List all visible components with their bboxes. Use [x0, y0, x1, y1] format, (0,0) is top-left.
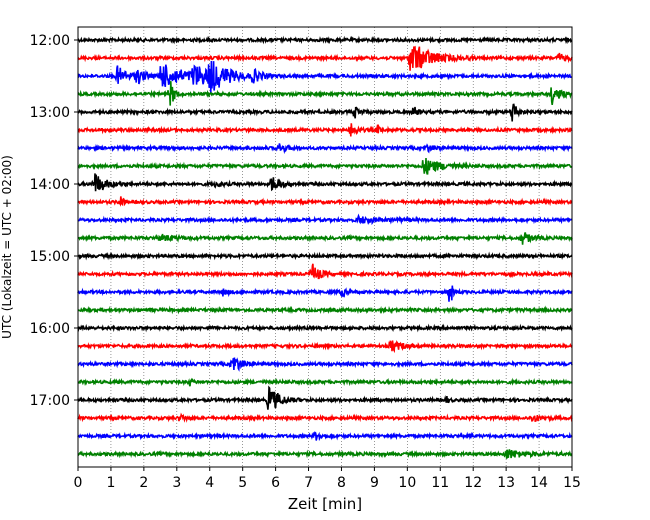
trace-14:30 — [77, 213, 573, 226]
y-tick-label: 17:00 — [30, 393, 70, 409]
seismogram-traces — [77, 35, 573, 459]
trace-12:00 — [77, 35, 573, 45]
x-tick-label: 11 — [431, 475, 449, 491]
trace-14:00 — [77, 173, 573, 192]
x-tick-label: 4 — [205, 475, 214, 491]
trace-17:00 — [77, 385, 573, 410]
x-tick-label: 9 — [370, 475, 379, 491]
x-tick-label: 10 — [398, 475, 416, 491]
x-axis-label: Zeit [min] — [288, 495, 362, 513]
x-tick-label: 8 — [337, 475, 346, 491]
y-tick-label: 13:00 — [30, 105, 70, 121]
x-tick-label: 5 — [238, 475, 247, 491]
trace-17:15 — [77, 412, 573, 423]
trace-13:30 — [77, 143, 573, 155]
trace-16:30 — [77, 357, 573, 372]
x-tick-label: 6 — [271, 475, 280, 491]
trace-12:30 — [77, 60, 573, 93]
vertical-grid — [110, 27, 540, 467]
trace-12:15 — [77, 45, 573, 71]
x-tick-label: 1 — [106, 475, 115, 491]
trace-16:00 — [77, 323, 573, 333]
x-tick-label: 13 — [497, 475, 515, 491]
trace-15:45 — [77, 305, 573, 315]
trace-16:15 — [77, 340, 573, 354]
trace-13:00 — [77, 103, 573, 122]
x-tick-label: 7 — [304, 475, 313, 491]
trace-15:00 — [77, 251, 573, 261]
x-tick-label: 14 — [530, 475, 548, 491]
trace-13:45 — [77, 157, 573, 175]
trace-16:45 — [77, 377, 573, 387]
y-tick-label: 12:00 — [30, 33, 70, 49]
x-tick-label: 12 — [464, 475, 482, 491]
y-tick-label: 16:00 — [30, 321, 70, 337]
trace-13:15 — [77, 123, 573, 137]
trace-15:15 — [77, 263, 573, 280]
x-tick-label: 2 — [139, 475, 148, 491]
x-tick-label: 3 — [172, 475, 181, 491]
x-tick-label: 15 — [563, 475, 581, 491]
y-tick-label: 15:00 — [30, 249, 70, 265]
axes-frame — [77, 26, 573, 468]
trace-17:45 — [77, 449, 573, 459]
y-axis-label: UTC (Lokalzeit = UTC + 02:00) — [0, 155, 14, 339]
trace-14:15 — [77, 196, 573, 207]
x-axis-ticks: 0 1 2 3 4 5 6 7 8 9 10 11 12 13 14 15 — [74, 467, 581, 491]
trace-14:45 — [77, 232, 573, 245]
trace-17:30 — [77, 431, 573, 442]
y-axis-ticks: 12:00 13:00 14:00 15:00 16:00 17:00 — [30, 33, 78, 409]
trace-15:30 — [77, 285, 573, 302]
trace-12:45 — [77, 81, 573, 106]
y-tick-label: 14:00 — [30, 177, 70, 193]
x-tick-label: 0 — [74, 475, 83, 491]
